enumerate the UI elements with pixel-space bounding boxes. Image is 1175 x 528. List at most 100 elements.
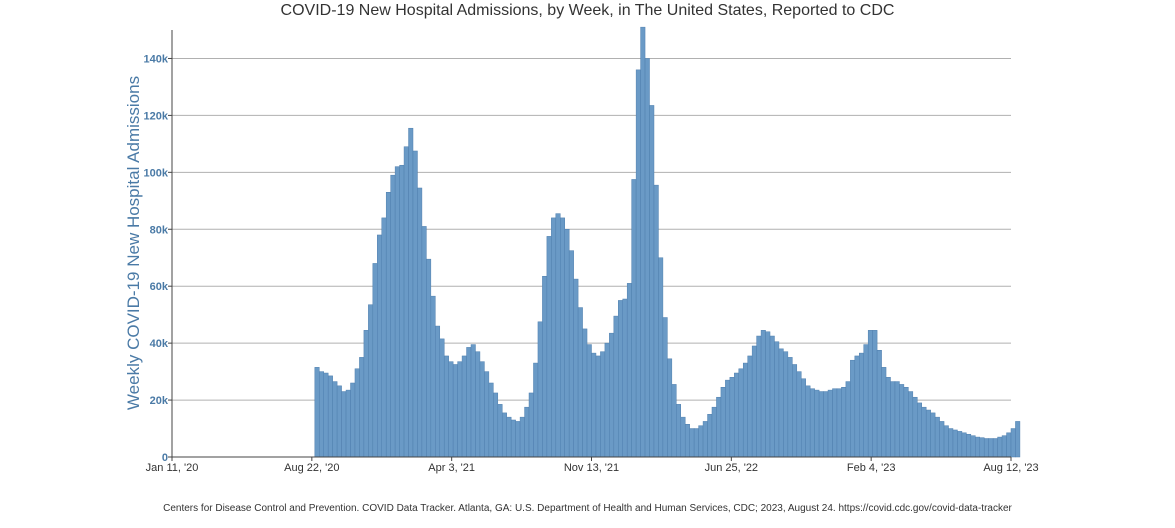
- bar: [573, 278, 579, 458]
- bar: [323, 372, 329, 458]
- bar: [515, 421, 521, 458]
- bar: [801, 378, 806, 458]
- bar: [604, 342, 610, 458]
- bar: [720, 387, 726, 458]
- bar: [698, 425, 704, 458]
- bar: [452, 364, 458, 458]
- bar: [426, 258, 432, 458]
- bar: [863, 344, 869, 458]
- bar: [336, 385, 342, 458]
- bar: [635, 69, 641, 458]
- bar: [823, 391, 829, 458]
- bar: [524, 406, 530, 458]
- bar: [885, 377, 891, 458]
- bar: [939, 421, 945, 458]
- bar: [667, 358, 673, 458]
- bar: [684, 424, 690, 458]
- bar: [809, 388, 815, 458]
- bar: [952, 429, 958, 458]
- bar: [644, 58, 650, 458]
- bar: [363, 330, 369, 458]
- bar: [903, 387, 909, 458]
- bar: [778, 348, 784, 458]
- bar: [988, 438, 994, 458]
- bar: [970, 435, 976, 458]
- bar: [577, 307, 583, 458]
- bar: [640, 26, 646, 458]
- bar: [385, 192, 391, 458]
- bar: [368, 304, 374, 458]
- x-tick-label: Jun 25, '22: [705, 462, 758, 474]
- bar: [1015, 421, 1021, 458]
- bar: [729, 377, 735, 458]
- bar: [742, 362, 748, 458]
- bar: [560, 217, 565, 458]
- y-tick-label: 20k: [150, 395, 169, 407]
- bar: [390, 174, 396, 458]
- bar: [841, 387, 847, 458]
- bar: [662, 317, 668, 458]
- bar: [854, 355, 860, 458]
- bar: [649, 105, 655, 458]
- bar: [680, 416, 686, 458]
- bar: [555, 213, 561, 458]
- bar: [702, 421, 708, 458]
- bar: [751, 345, 757, 458]
- bar: [760, 330, 766, 458]
- bar: [493, 392, 499, 458]
- y-tick-label: 100k: [144, 167, 169, 179]
- bar: [711, 406, 717, 458]
- bar: [992, 438, 998, 458]
- bar: [609, 332, 615, 458]
- bar: [707, 414, 713, 458]
- bar: [845, 381, 851, 458]
- bar: [997, 436, 1003, 458]
- bar: [934, 416, 940, 458]
- y-tick-labels: 0 20k 40k 60k 80k 100k 120k 140k: [144, 53, 169, 464]
- bar: [921, 406, 927, 458]
- bar: [314, 367, 320, 458]
- bar: [537, 321, 543, 458]
- bar: [693, 428, 699, 458]
- x-tick-label: Aug 22, '20: [284, 462, 339, 474]
- bar: [850, 359, 856, 458]
- bar: [827, 389, 833, 458]
- bar: [470, 344, 476, 458]
- bar: [546, 236, 552, 458]
- bar: [957, 431, 963, 458]
- bar: [417, 187, 423, 458]
- bar: [533, 362, 539, 458]
- chart-title: COVID-19 New Hospital Admissions, by Wee…: [280, 2, 895, 19]
- y-tick-label: 40k: [150, 338, 169, 350]
- bar: [787, 357, 793, 458]
- bar: [430, 295, 436, 458]
- bar: [421, 226, 427, 458]
- bar: [381, 217, 387, 458]
- bar: [899, 384, 905, 458]
- bar: [564, 229, 570, 458]
- y-tick-label: 60k: [150, 281, 169, 293]
- bar: [890, 381, 896, 458]
- bar: [394, 166, 400, 458]
- bar: [457, 361, 463, 458]
- bar: [519, 416, 525, 458]
- bar: [466, 347, 472, 458]
- bar: [1001, 435, 1007, 458]
- bar: [372, 263, 378, 458]
- bar: [622, 298, 628, 458]
- bar: [631, 179, 637, 458]
- x-tick-labels: Jan 11, '20 Aug 22, '20 Apr 3, '21 Nov 13, …: [146, 457, 1039, 474]
- bar: [359, 357, 365, 458]
- bar: [506, 416, 512, 458]
- bar: [966, 433, 972, 458]
- x-tick-label: Apr 3, '21: [428, 462, 475, 474]
- bar: [484, 371, 490, 458]
- y-tick-label: 140k: [144, 53, 169, 65]
- bar: [917, 402, 922, 458]
- bar: [345, 389, 351, 458]
- bar: [1010, 428, 1016, 458]
- bar: [832, 388, 838, 458]
- bar: [412, 150, 418, 458]
- bar: [586, 344, 592, 458]
- bar: [510, 419, 516, 458]
